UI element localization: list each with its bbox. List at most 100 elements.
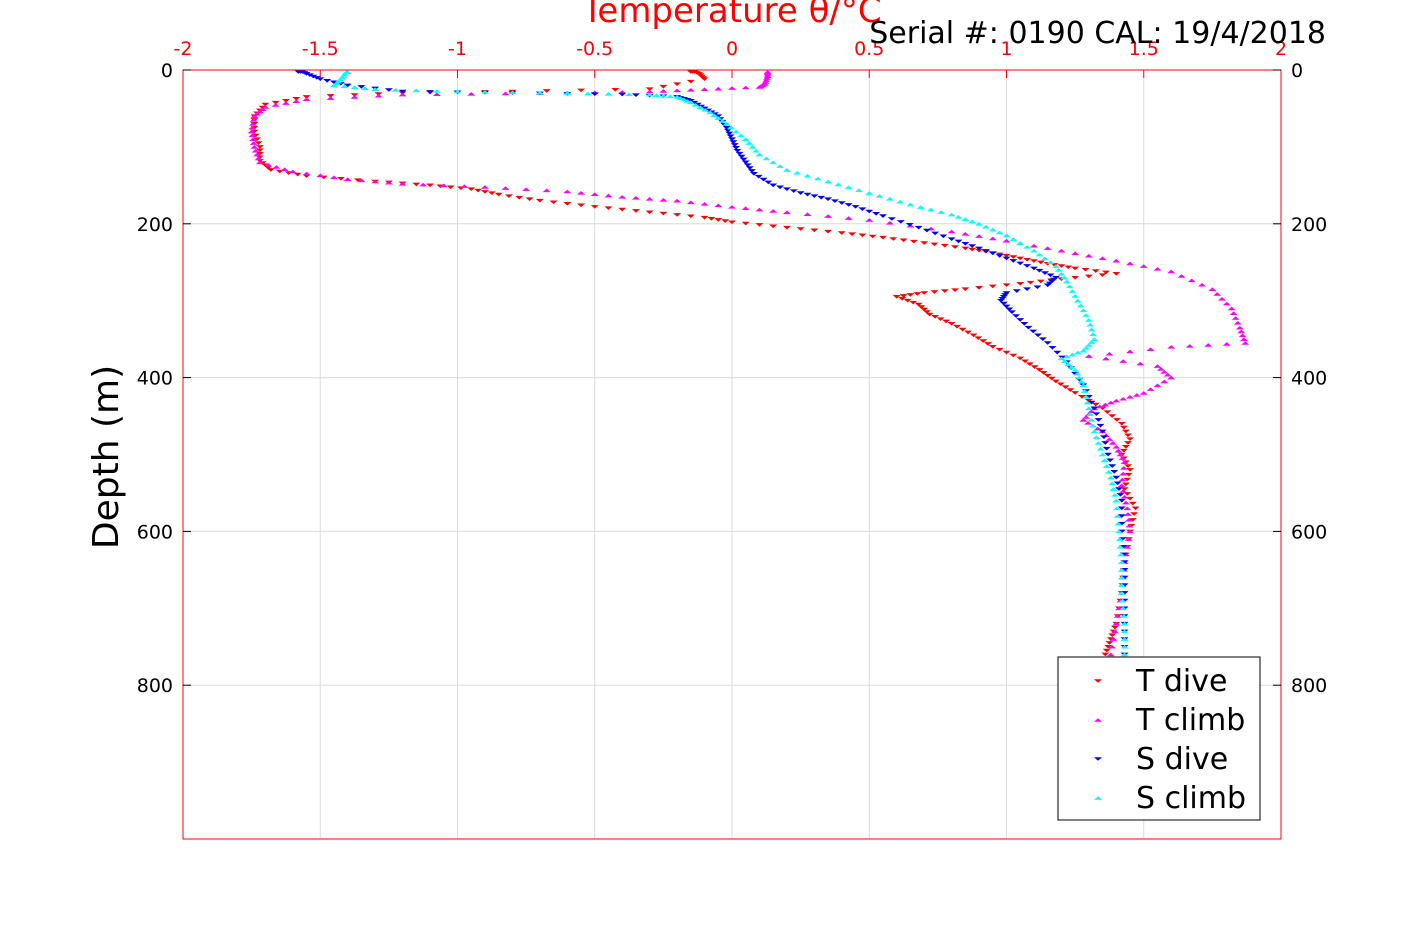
data-point-t-dive bbox=[914, 302, 923, 307]
data-point-t-climb bbox=[1204, 343, 1213, 347]
data-point-s-dive bbox=[1104, 452, 1113, 457]
data-point-s-climb bbox=[391, 88, 400, 92]
data-point-t-climb bbox=[1112, 258, 1121, 263]
series-s-dive bbox=[294, 70, 1129, 657]
data-point-s-climb bbox=[854, 188, 863, 192]
data-point-t-climb bbox=[700, 202, 709, 206]
data-point-s-climb bbox=[1080, 389, 1089, 393]
data-point-t-climb bbox=[686, 200, 695, 205]
data-point-s-dive bbox=[922, 228, 931, 233]
data-point-s-climb bbox=[1075, 375, 1084, 380]
data-point-t-dive bbox=[1026, 280, 1035, 285]
data-point-t-climb bbox=[1198, 282, 1207, 287]
data-point-t-dive bbox=[892, 295, 901, 299]
data-point-t-dive bbox=[1112, 271, 1121, 276]
data-point-t-dive bbox=[917, 305, 926, 309]
data-point-t-dive bbox=[975, 286, 984, 290]
data-point-s-climb bbox=[1104, 470, 1113, 474]
data-point-s-climb bbox=[1084, 406, 1093, 411]
data-point-t-climb bbox=[1146, 387, 1155, 391]
data-point-s-climb bbox=[1073, 350, 1082, 355]
data-point-t-dive bbox=[988, 345, 997, 349]
data-point-s-dive bbox=[357, 85, 366, 89]
data-point-t-climb bbox=[1106, 652, 1115, 657]
data-point-t-climb bbox=[700, 87, 709, 92]
data-point-t-climb bbox=[1123, 512, 1132, 516]
data-point-s-climb bbox=[1120, 644, 1129, 649]
data-point-s-climb bbox=[1064, 362, 1073, 366]
data-point-s-climb bbox=[755, 152, 764, 157]
data-point-s-dive bbox=[1106, 458, 1115, 463]
data-point-t-climb bbox=[1126, 261, 1135, 266]
data-point-t-dive bbox=[1126, 437, 1135, 441]
data-point-t-climb bbox=[1167, 375, 1176, 380]
data-point-s-dive bbox=[741, 160, 750, 165]
data-point-s-climb bbox=[769, 160, 778, 165]
data-point-s-climb bbox=[652, 93, 661, 97]
data-point-s-climb bbox=[360, 86, 369, 91]
data-point-t-dive bbox=[995, 347, 1004, 352]
data-point-t-climb bbox=[1057, 248, 1066, 253]
data-point-s-dive bbox=[1002, 291, 1011, 295]
data-point-t-dive bbox=[549, 200, 558, 205]
x-tick-label: -1.5 bbox=[302, 38, 339, 60]
data-point-s-climb bbox=[666, 94, 675, 99]
data-point-t-climb bbox=[1163, 372, 1172, 377]
data-point-s-climb bbox=[1119, 606, 1128, 611]
data-point-t-dive bbox=[1123, 492, 1132, 496]
data-point-t-climb bbox=[1119, 466, 1128, 470]
data-point-t-climb bbox=[1095, 404, 1104, 409]
y-tick-label-right: 0 bbox=[1291, 60, 1303, 82]
data-point-t-climb bbox=[1233, 321, 1242, 325]
data-point-t-dive bbox=[930, 290, 939, 294]
data-point-t-climb bbox=[1108, 644, 1117, 649]
data-point-t-dive bbox=[796, 227, 805, 231]
data-point-s-dive bbox=[878, 214, 887, 218]
data-point-t-dive bbox=[936, 317, 945, 321]
data-point-s-dive bbox=[728, 137, 736, 142]
data-point-s-climb bbox=[1120, 629, 1129, 634]
data-point-s-dive bbox=[590, 92, 599, 97]
data-point-s-climb bbox=[1114, 521, 1123, 526]
data-point-t-dive bbox=[824, 229, 833, 234]
data-point-s-dive bbox=[729, 140, 738, 144]
data-point-t-dive bbox=[983, 342, 992, 346]
data-point-s-climb bbox=[1120, 621, 1129, 626]
data-point-s-climb bbox=[1046, 260, 1055, 265]
data-point-t-dive bbox=[988, 284, 997, 289]
data-point-s-climb bbox=[736, 133, 745, 138]
data-point-s-climb bbox=[1084, 343, 1093, 347]
data-point-t-climb bbox=[1235, 325, 1244, 330]
data-point-s-dive bbox=[1094, 418, 1103, 422]
data-point-s-climb bbox=[995, 230, 1004, 235]
data-point-t-dive bbox=[909, 239, 918, 244]
data-point-s-climb bbox=[1057, 356, 1066, 361]
data-point-t-dive bbox=[611, 88, 620, 92]
data-point-s-climb bbox=[1023, 245, 1032, 249]
data-point-s-climb bbox=[1088, 423, 1097, 428]
data-point-t-climb bbox=[302, 171, 311, 176]
data-point-t-climb bbox=[1117, 483, 1126, 488]
y-axis-label: Depth (m) bbox=[86, 365, 127, 549]
data-point-t-climb bbox=[1119, 471, 1128, 476]
data-point-t-dive bbox=[504, 194, 513, 198]
data-point-t-dive bbox=[700, 77, 709, 82]
data-point-t-climb bbox=[432, 92, 441, 97]
data-point-t-dive bbox=[755, 223, 764, 227]
data-point-t-dive bbox=[659, 84, 668, 89]
data-point-t-dive bbox=[480, 190, 489, 194]
data-point-t-dive bbox=[271, 100, 280, 105]
data-point-t-climb bbox=[272, 165, 281, 169]
data-point-s-dive bbox=[1020, 321, 1029, 326]
data-point-s-climb bbox=[1062, 279, 1071, 284]
data-point-t-climb bbox=[1029, 243, 1038, 248]
data-point-s-dive bbox=[739, 157, 748, 162]
data-point-s-climb bbox=[714, 116, 723, 120]
data-point-t-dive bbox=[1051, 379, 1060, 384]
data-point-s-climb bbox=[793, 171, 802, 175]
data-point-t-dive bbox=[930, 242, 939, 247]
data-point-t-climb bbox=[357, 178, 366, 183]
data-point-t-dive bbox=[906, 293, 915, 297]
data-point-s-climb bbox=[583, 91, 592, 96]
data-point-t-climb bbox=[1208, 287, 1217, 291]
